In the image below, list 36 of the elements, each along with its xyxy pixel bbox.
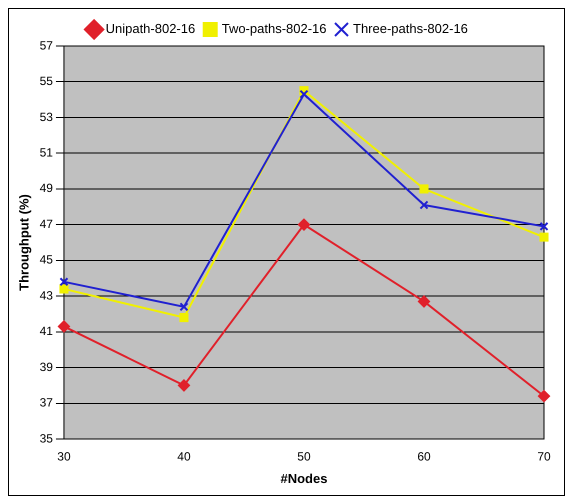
y-axis-title: Throughput (%) <box>16 194 32 291</box>
point <box>419 184 429 194</box>
y-tick-label: 45 <box>40 252 54 267</box>
y-tick-label: 43 <box>40 288 54 302</box>
y-tick-label: 37 <box>40 396 54 410</box>
point <box>298 218 310 231</box>
point <box>179 302 188 312</box>
point <box>179 312 188 322</box>
legend-label: Three-paths-802-16 <box>353 21 468 36</box>
y-tick-label: 35 <box>40 431 54 446</box>
x-tick-label: 50 <box>297 450 311 464</box>
x-tick-label: 60 <box>417 450 431 464</box>
point <box>59 277 68 286</box>
point <box>58 320 70 332</box>
x-axis-title: #Nodes <box>280 470 328 486</box>
point <box>299 90 309 99</box>
y-tick-label: 47 <box>40 216 54 231</box>
y-tick-label: 51 <box>40 145 54 160</box>
x-tick-label: 30 <box>57 450 71 464</box>
y-tick-label: 57 <box>40 38 54 52</box>
point <box>419 200 429 210</box>
point <box>59 284 68 294</box>
legend-label: Two-paths-802-16 <box>222 21 326 36</box>
y-tick-label: 53 <box>40 110 54 124</box>
legend-label: Unipath-802-16 <box>106 21 196 36</box>
point <box>178 379 190 392</box>
point <box>539 232 549 242</box>
y-tick-label: 55 <box>40 74 54 88</box>
point <box>538 390 550 402</box>
point <box>418 295 430 308</box>
y-tick-label: 39 <box>40 360 54 374</box>
x-tick-label: 70 <box>537 450 551 464</box>
x-tick-label: 40 <box>177 450 191 464</box>
point <box>539 222 549 231</box>
y-tick-label: 41 <box>40 324 54 338</box>
y-tick-label: 49 <box>40 181 54 196</box>
